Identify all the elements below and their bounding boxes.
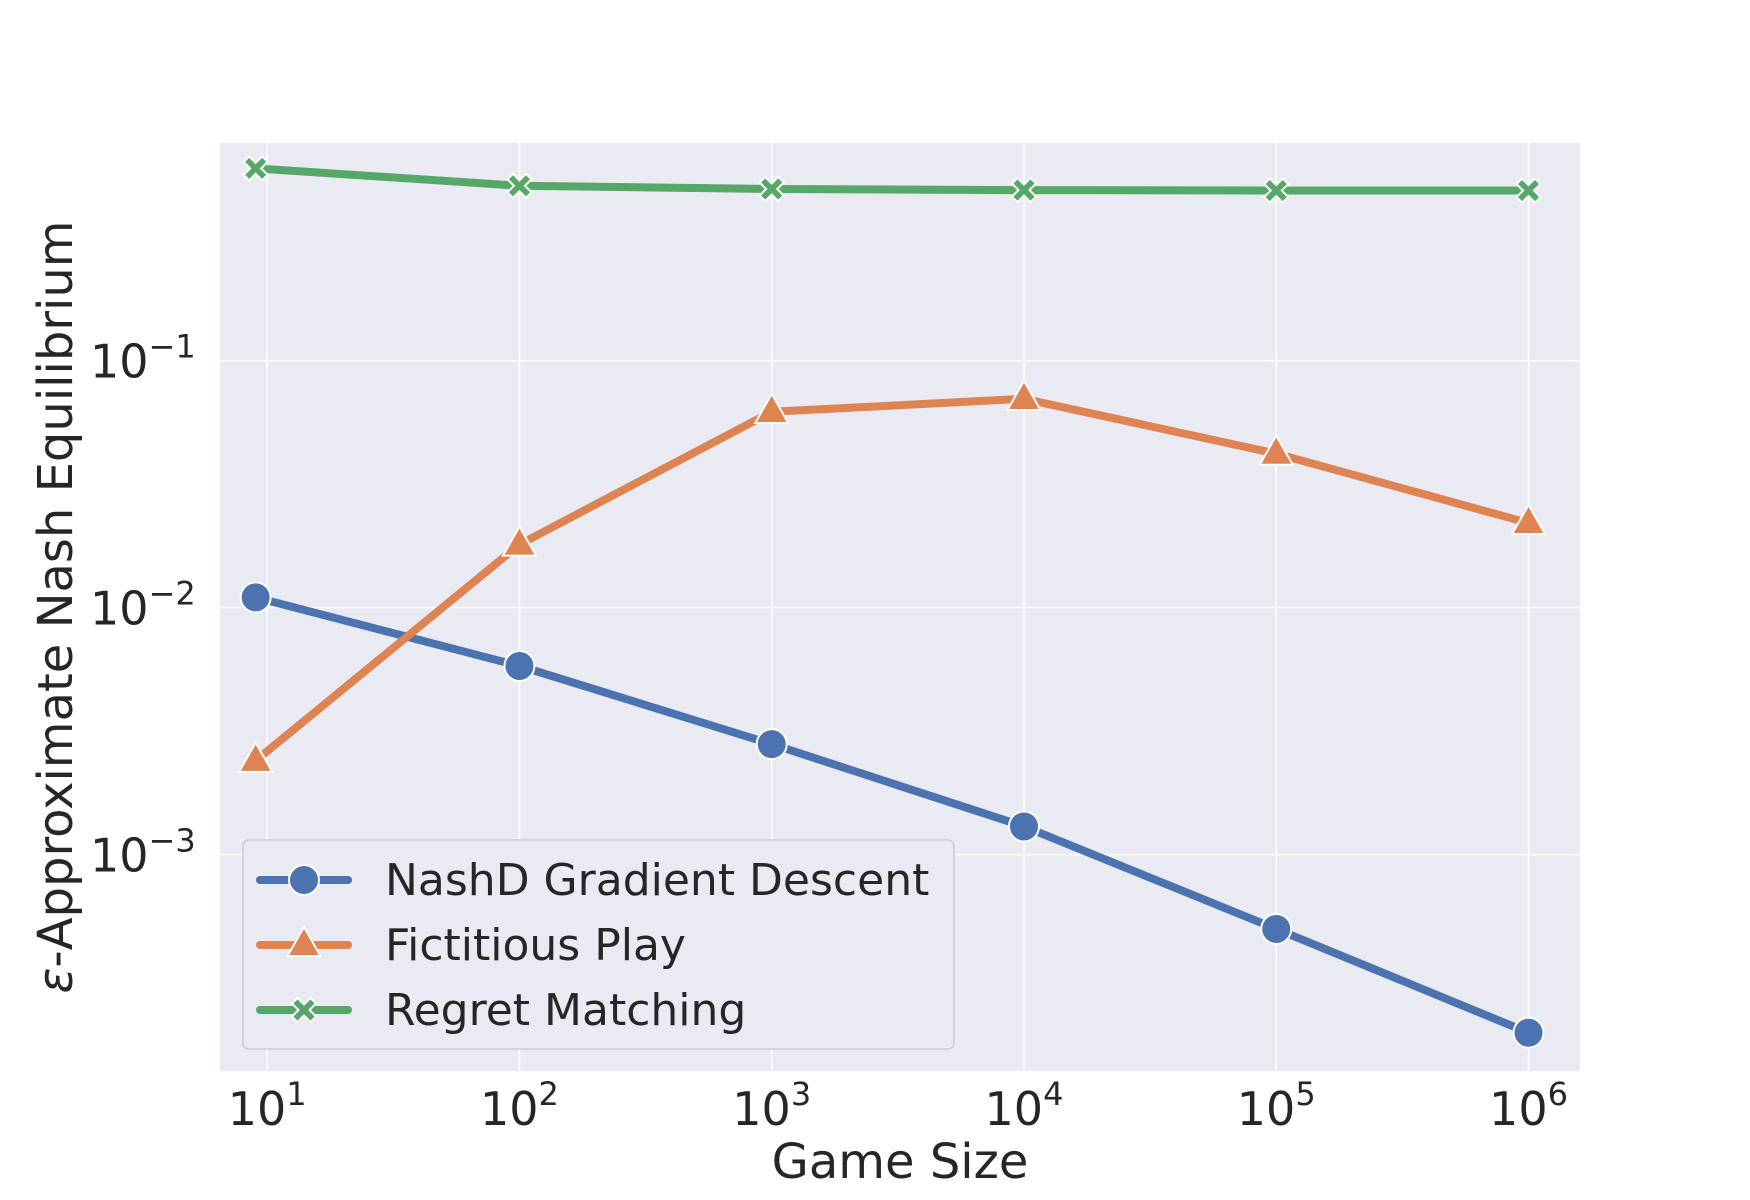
legend-marker — [285, 924, 323, 958]
series-0 — [239, 581, 1545, 1049]
legend-box — [242, 839, 955, 1050]
x-tick-label: 105 — [1237, 1075, 1316, 1136]
data-point — [753, 391, 790, 425]
legend: NashD Gradient Descent Fictitious Play Reg… — [242, 839, 955, 1050]
legend-label: NashD Gradient Descent — [385, 855, 929, 906]
data-point — [1005, 378, 1043, 411]
data-point — [239, 581, 272, 614]
data-point — [1257, 433, 1295, 466]
y-tick-label: 10−1 — [90, 328, 196, 389]
legend-item: Fictitious Play — [256, 920, 686, 971]
y-axis-title-text: -Approximate Nash Equilibrium — [28, 220, 84, 967]
data-point — [503, 650, 536, 683]
legend-label: Regret Matching — [385, 985, 746, 1036]
data-point — [242, 154, 270, 182]
data-point — [1262, 177, 1290, 204]
x-tick-label: 102 — [480, 1075, 559, 1136]
x-tick-label: 106 — [1489, 1075, 1568, 1136]
y-tick-label: 10−2 — [90, 575, 196, 636]
data-point — [506, 172, 533, 200]
data-point — [1260, 912, 1293, 945]
series-line — [251, 394, 1533, 765]
series-1 — [237, 378, 1547, 773]
series-2 — [242, 154, 1542, 204]
data-point — [1515, 177, 1542, 204]
series-layer — [237, 154, 1547, 1049]
legend-marker — [290, 996, 318, 1024]
data-point — [758, 175, 786, 203]
data-point — [237, 740, 274, 773]
series-line — [251, 164, 1533, 195]
x-tick-label: 103 — [732, 1075, 811, 1136]
series-line — [251, 593, 1533, 1037]
data-point — [755, 728, 788, 761]
data-point — [1512, 1016, 1545, 1049]
legend-marker — [288, 864, 320, 896]
data-point — [1010, 176, 1038, 204]
y-axis-epsilon: ε — [28, 968, 84, 994]
data-point — [1007, 810, 1040, 843]
data-point — [501, 524, 538, 557]
legend-item: Regret Matching — [256, 985, 746, 1036]
x-tick-labels: 101 102 103 104 105 106 — [228, 1075, 1568, 1136]
x-axis-title: Game Size — [772, 1134, 1029, 1190]
y-tick-label: 10−3 — [90, 822, 196, 883]
x-tick-label: 101 — [228, 1075, 307, 1136]
y-axis-title: ε-Approximate Nash Equilibrium — [28, 220, 84, 993]
legend-item: NashD Gradient Descent — [256, 855, 929, 906]
data-point — [1510, 502, 1547, 536]
legend-label: Fictitious Play — [385, 920, 686, 971]
x-tick-label: 104 — [985, 1075, 1064, 1136]
y-tick-labels: 10−1 10−2 10−3 — [90, 328, 196, 883]
